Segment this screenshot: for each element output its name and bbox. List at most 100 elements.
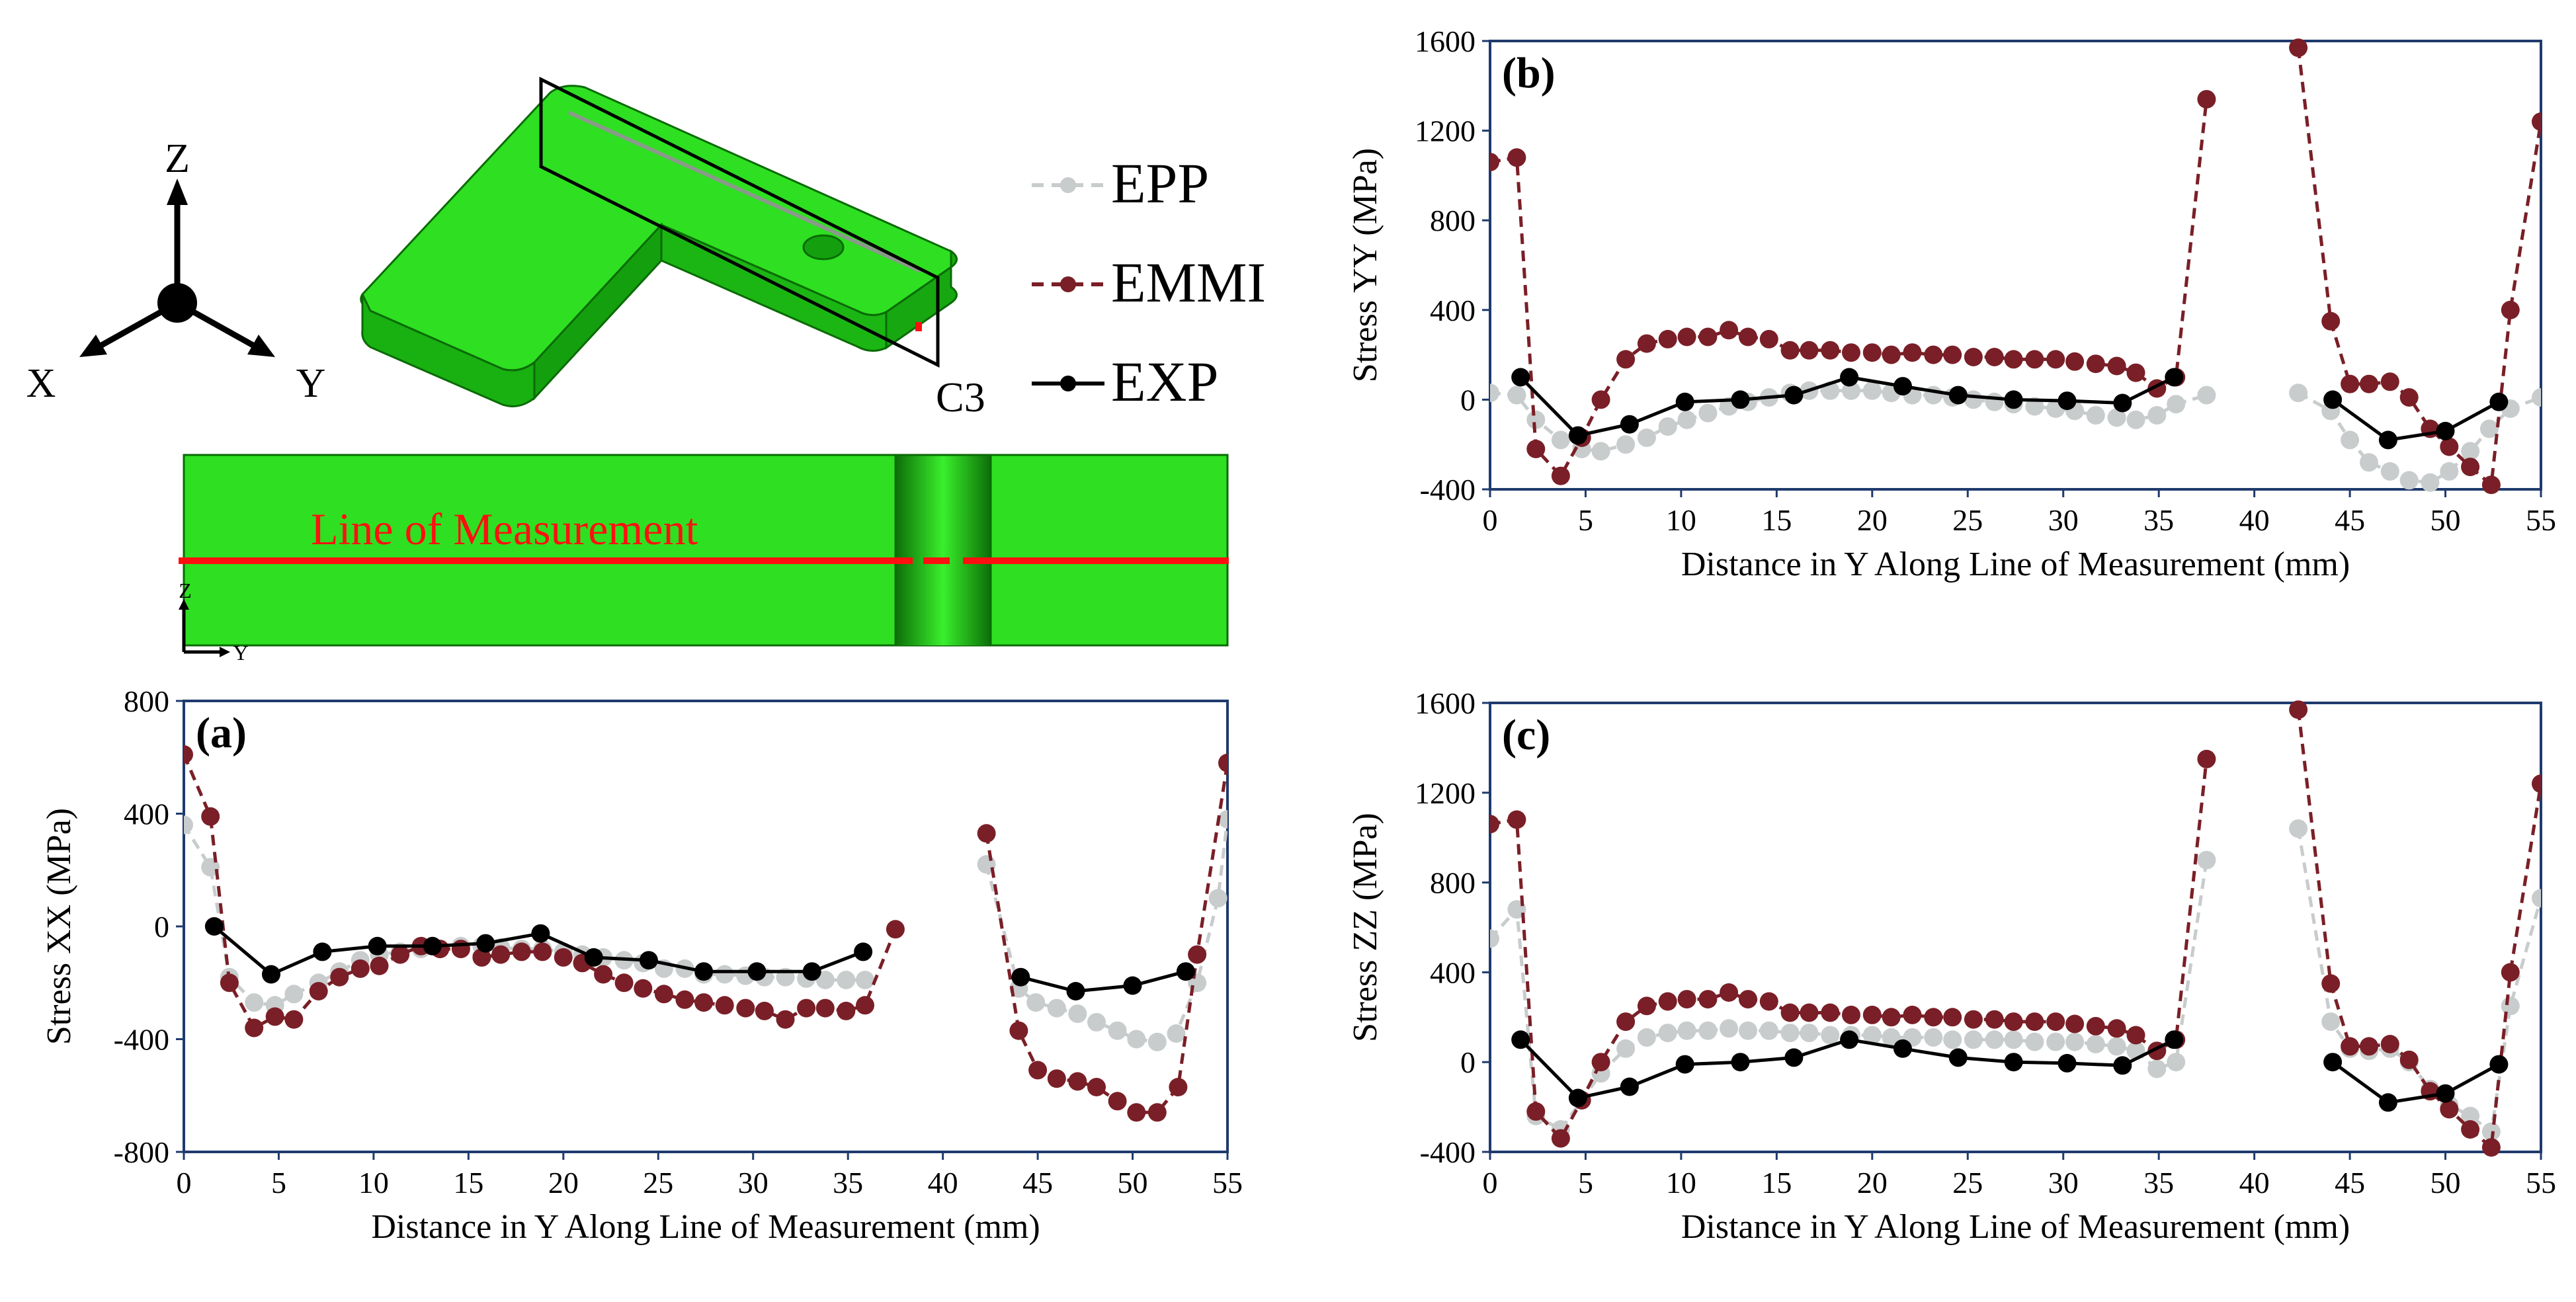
data-point-emmi xyxy=(2532,112,2541,131)
data-point-emmi xyxy=(1739,327,1757,346)
x-tick-label-c: 10 xyxy=(1666,1166,1696,1200)
data-point-epp xyxy=(2360,453,2378,472)
data-point-emmi xyxy=(1985,348,2004,366)
y-tick-label-a: -800 xyxy=(114,1135,169,1169)
data-point-exp xyxy=(2004,1053,2023,1072)
series-line-epp xyxy=(985,819,1227,1044)
data-point-epp xyxy=(2126,410,2145,429)
data-point-epp xyxy=(1127,1030,1146,1049)
data-point-emmi xyxy=(370,956,389,975)
data-point-emmi xyxy=(1658,992,1677,1011)
series-line-emmi xyxy=(2296,47,2541,489)
data-point-exp xyxy=(1840,368,1859,387)
data-point-epp xyxy=(1208,889,1227,908)
data-point-exp xyxy=(639,951,658,970)
data-point-epp xyxy=(1047,998,1066,1018)
data-point-emmi xyxy=(2197,749,2216,768)
data-point-emmi xyxy=(1964,348,1983,366)
data-point-epp xyxy=(2147,1059,2167,1078)
data-point-epp xyxy=(2289,819,2308,838)
data-point-emmi xyxy=(2197,90,2216,109)
data-point-epp xyxy=(1862,1026,1882,1045)
series-epp-c xyxy=(1490,819,2541,1141)
data-point-exp xyxy=(262,965,280,984)
x-tick-label-b: 0 xyxy=(1483,503,1498,537)
data-point-exp xyxy=(368,936,387,956)
cut-label: C3 xyxy=(936,374,985,421)
x-tick-label-c: 55 xyxy=(2526,1166,2556,1200)
data-point-epp xyxy=(2167,395,2186,414)
data-point-emmi xyxy=(2341,1037,2360,1056)
triad-z-arrowhead xyxy=(167,179,188,205)
data-point-emmi xyxy=(472,948,491,967)
data-point-epp xyxy=(2147,406,2167,425)
series-line-epp xyxy=(1490,860,2208,1132)
data-point-epp xyxy=(1637,428,1656,447)
data-point-emmi xyxy=(776,1010,795,1029)
data-point-emmi xyxy=(1720,983,1739,1002)
chart-b: 0 5 10 15 20 25 30 35 40 45 50 55-40004008001200160… xyxy=(1347,24,2556,583)
triad-x-arrowhead xyxy=(79,335,107,357)
part-end-face xyxy=(885,249,958,350)
x-tick-label-c: 25 xyxy=(1952,1166,1983,1200)
plot-area-c xyxy=(1490,700,2541,1157)
small-axis-y-label: Y xyxy=(233,641,248,665)
data-point-epp xyxy=(2197,386,2216,405)
data-point-epp xyxy=(1985,392,2004,411)
data-point-emmi xyxy=(284,1010,304,1029)
data-point-emmi xyxy=(1780,341,1800,360)
data-point-epp xyxy=(1507,386,1526,405)
data-point-emmi xyxy=(2481,1138,2501,1157)
data-point-emmi xyxy=(1698,990,1718,1009)
data-point-emmi xyxy=(201,807,220,826)
series-exp-b xyxy=(1511,368,2509,450)
data-point-emmi xyxy=(1924,1008,1943,1027)
data-point-epp xyxy=(856,971,874,989)
data-point-emmi xyxy=(2289,38,2308,58)
x-tick-label-a: 35 xyxy=(833,1166,863,1200)
y-tick-label-b: 400 xyxy=(1430,294,1475,327)
data-point-epp xyxy=(1800,1024,1819,1043)
data-point-exp xyxy=(802,962,821,981)
data-point-emmi xyxy=(837,1001,856,1020)
data-point-epp xyxy=(2046,1032,2065,1051)
cut-point-marker xyxy=(915,322,922,331)
x-tick-label-a: 15 xyxy=(453,1166,483,1200)
data-point-emmi xyxy=(1943,1008,1962,1027)
data-point-exp xyxy=(2165,368,2184,387)
data-point-epp xyxy=(2065,1032,2085,1051)
data-point-epp xyxy=(2421,473,2440,492)
data-point-epp xyxy=(1167,1024,1186,1043)
legend-label-exp: EXP xyxy=(1111,350,1218,413)
plot-area-a xyxy=(184,745,1227,1122)
data-point-exp xyxy=(423,936,442,956)
data-point-exp xyxy=(1568,1088,1587,1108)
data-point-emmi xyxy=(1903,343,1922,362)
x-tick-label-b: 35 xyxy=(2143,503,2174,537)
data-point-emmi xyxy=(2440,1100,2459,1119)
series-line-emmi xyxy=(985,762,1227,1114)
data-point-emmi xyxy=(2481,475,2501,495)
data-point-emmi xyxy=(2107,1019,2126,1038)
data-point-exp xyxy=(1840,1030,1859,1049)
data-point-emmi xyxy=(512,942,531,961)
data-point-emmi xyxy=(2532,774,2541,793)
legend-entry-epp: EPP xyxy=(1032,151,1209,215)
x-tick-label-c: 0 xyxy=(1483,1166,1498,1200)
data-point-epp xyxy=(2480,419,2499,438)
chart-c: 0 5 10 15 20 25 30 35 40 45 50 55-40004008001200160… xyxy=(1347,686,2556,1246)
data-point-emmi xyxy=(2065,1014,2085,1034)
x-tick-label-a: 55 xyxy=(1212,1166,1243,1200)
data-point-emmi xyxy=(2086,354,2105,374)
data-point-epp xyxy=(245,993,264,1012)
data-point-emmi xyxy=(694,993,714,1012)
data-point-exp xyxy=(313,942,332,961)
data-point-epp xyxy=(1739,1021,1757,1040)
data-point-emmi xyxy=(491,945,511,964)
y-tick-label-a: 400 xyxy=(124,797,169,831)
coordinate-triad: Z X Y xyxy=(26,136,326,406)
data-point-emmi xyxy=(1218,753,1227,772)
data-point-emmi xyxy=(351,959,370,978)
